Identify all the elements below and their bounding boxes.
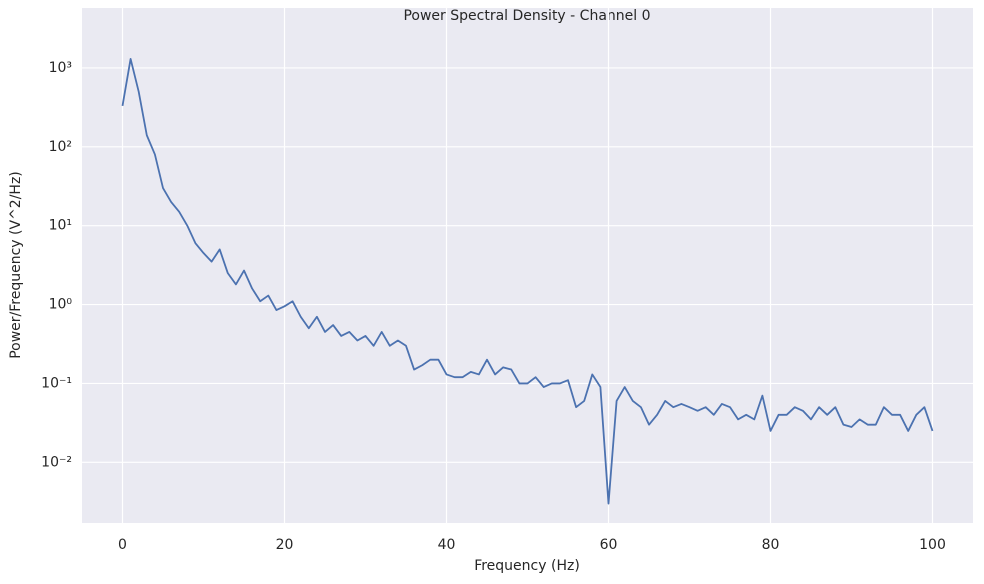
y-tick-label: 10² <box>49 139 72 155</box>
x-axis-label: Frequency (Hz) <box>474 558 580 574</box>
y-tick-label: 10¹ <box>49 218 72 234</box>
x-tick-label: 100 <box>919 537 946 553</box>
x-tick-label: 0 <box>118 537 127 553</box>
x-tick-label: 60 <box>600 537 618 553</box>
y-tick-label: 10³ <box>49 60 72 76</box>
x-tick-label: 80 <box>762 537 780 553</box>
y-tick-label: 10⁰ <box>49 297 73 313</box>
x-tick-label: 40 <box>438 537 456 553</box>
y-tick-label: 10⁻¹ <box>41 375 72 391</box>
chart-title: Power Spectral Density - Channel 0 <box>403 8 650 24</box>
y-tick-label: 10⁻² <box>41 454 72 470</box>
plot-area <box>82 8 973 523</box>
psd-line <box>121 58 934 505</box>
x-tick-label: 20 <box>276 537 294 553</box>
y-axis-label: Power/Frequency (V^2/Hz) <box>8 171 24 359</box>
